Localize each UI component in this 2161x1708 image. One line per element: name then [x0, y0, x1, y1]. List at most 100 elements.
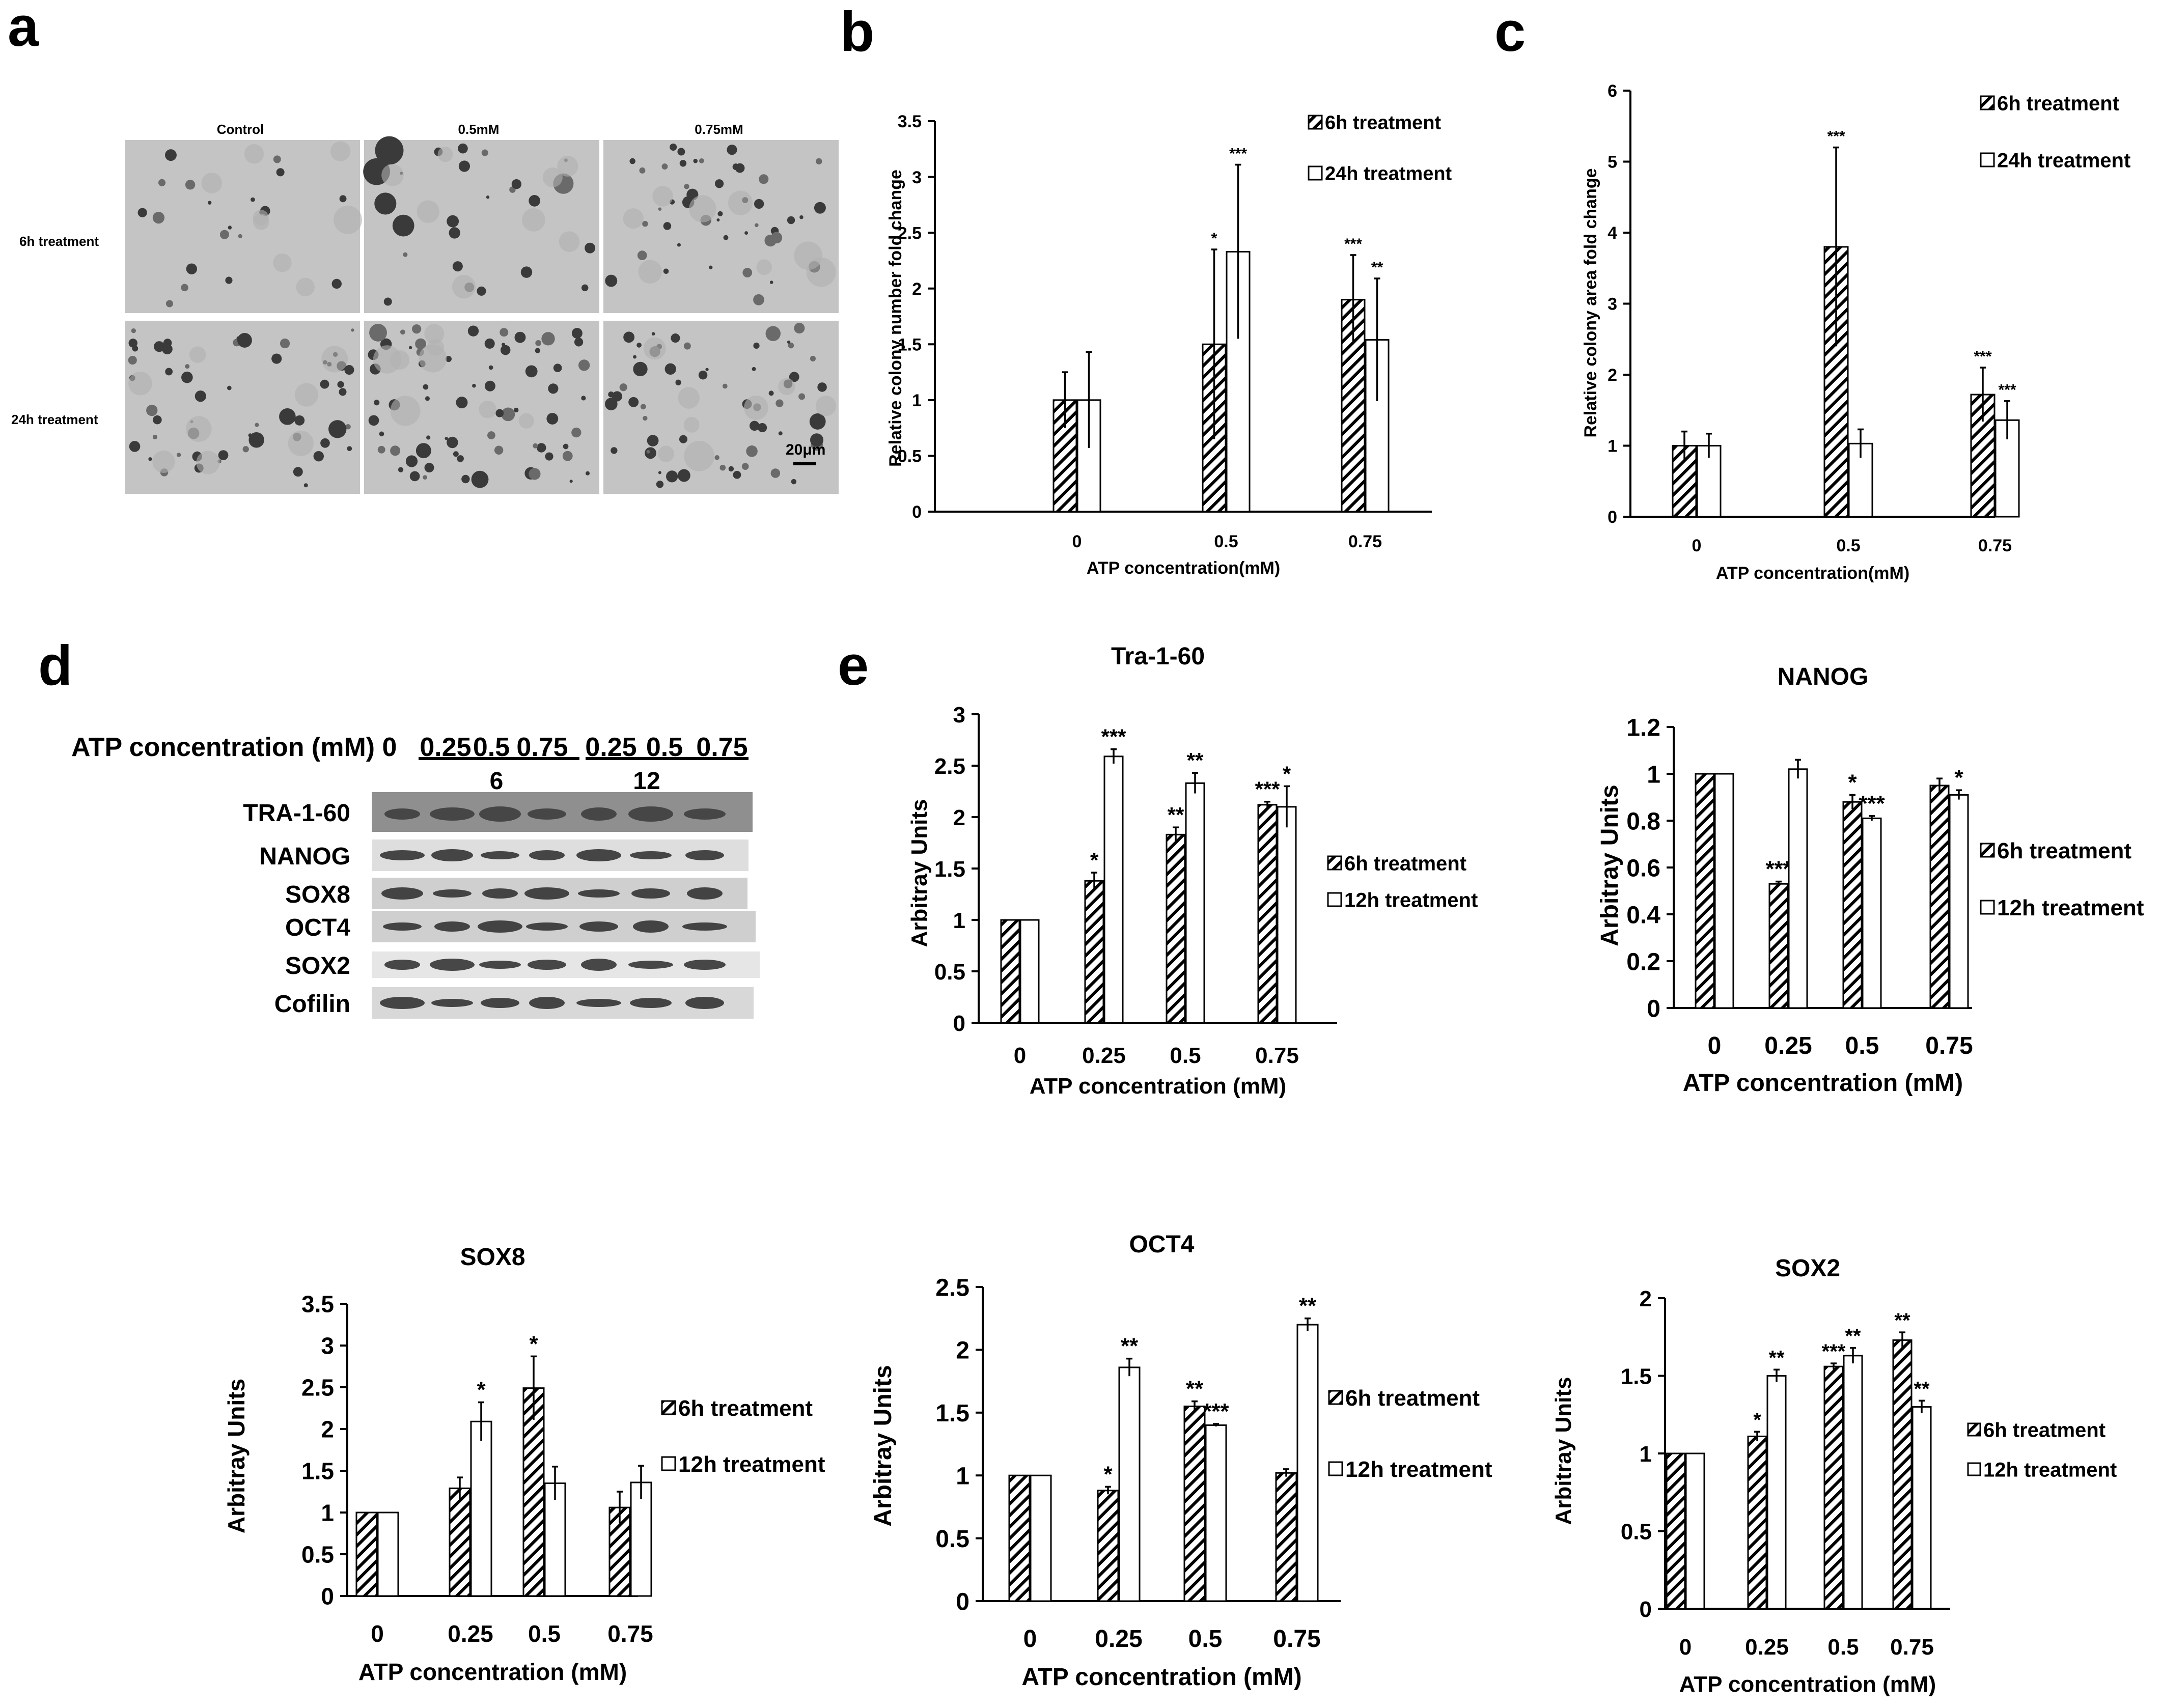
- colony: [472, 383, 476, 388]
- colony: [482, 483, 486, 487]
- colony: [753, 294, 764, 305]
- colony: [788, 342, 794, 349]
- y-tick-label: 1: [1647, 761, 1660, 788]
- blot-band: [479, 806, 521, 822]
- colony: [331, 278, 342, 289]
- colony: [637, 250, 647, 261]
- significance-label: ***: [1101, 725, 1126, 749]
- colony: [405, 455, 418, 467]
- bar-12h: [1296, 1324, 1319, 1602]
- colony: [514, 331, 526, 343]
- x-tick-label: 0: [1072, 532, 1082, 551]
- out-of-focus-colony: [381, 164, 404, 186]
- colony: [787, 340, 791, 344]
- x-axis-label: ATP concentration (mM): [1683, 1070, 1963, 1097]
- out-of-focus-colony: [185, 416, 212, 442]
- colony: [759, 174, 769, 184]
- colony: [629, 158, 635, 164]
- colony: [677, 243, 681, 247]
- colony: [500, 345, 511, 355]
- x-tick-label: 0: [1708, 1032, 1722, 1059]
- blot-band: [581, 959, 617, 971]
- colony: [643, 415, 648, 421]
- colony: [339, 388, 347, 396]
- colony: [279, 408, 296, 425]
- colony: [487, 431, 495, 439]
- colony: [248, 432, 264, 448]
- y-tick-label: 5: [1608, 153, 1617, 172]
- colony: [525, 365, 538, 378]
- blot-concentration: 0: [382, 733, 397, 762]
- out-of-focus-colony: [684, 441, 714, 471]
- legend-label: 6h treatment: [1997, 838, 2131, 863]
- blot-band: [384, 960, 420, 970]
- colony: [679, 160, 687, 167]
- significance-label: **: [1894, 1309, 1910, 1332]
- legend-label: 12h treatment: [1344, 889, 1478, 911]
- significance-label: *: [1211, 230, 1217, 247]
- blot-band: [579, 921, 618, 932]
- significance-label: *: [1090, 848, 1099, 872]
- x-tick-label: 0: [371, 1620, 384, 1647]
- bar-6h: [1929, 785, 1950, 1009]
- y-tick-label: 0.8: [1626, 808, 1660, 835]
- out-of-focus-colony: [623, 208, 644, 229]
- colony: [271, 353, 282, 364]
- colony: [789, 372, 799, 382]
- colony: [633, 361, 648, 377]
- significance-label: *: [1848, 770, 1857, 795]
- out-of-focus-colony: [559, 231, 580, 253]
- colony: [810, 433, 824, 447]
- panel-letter-c: c: [1494, 1, 1526, 63]
- bar-6h: [1341, 299, 1366, 513]
- out-of-focus-colony: [479, 401, 496, 418]
- colony: [165, 149, 177, 161]
- x-tick-label: 0: [1023, 1626, 1037, 1653]
- colony: [679, 435, 688, 443]
- micrograph-grid: [125, 136, 839, 494]
- blot-band: [431, 999, 473, 1007]
- colony: [383, 297, 392, 306]
- legend-label: 6h treatment: [1997, 92, 2119, 115]
- colony: [675, 379, 681, 386]
- significance-label: **: [1914, 1378, 1930, 1400]
- colony: [798, 393, 806, 400]
- significance-label: ***: [1765, 857, 1792, 882]
- colony: [753, 342, 760, 349]
- legend-swatch: [1980, 95, 1995, 110]
- y-tick-label: 1.5: [1621, 1364, 1652, 1389]
- colony: [456, 397, 468, 409]
- panel-letter-b: b: [840, 1, 874, 63]
- y-tick-label: 0: [321, 1583, 334, 1610]
- colony: [639, 167, 646, 174]
- colony: [548, 383, 559, 394]
- panel-d-western-blot: ATP concentration (mM) 0 0.25 0.5 0.75 0.25 0…: [71, 733, 760, 1019]
- colony: [501, 407, 515, 422]
- colony: [585, 471, 590, 475]
- x-tick-label: 0: [1692, 536, 1702, 555]
- colony: [608, 391, 614, 398]
- colony: [671, 333, 680, 343]
- colony: [541, 332, 555, 346]
- significance-label: ***: [1998, 382, 2016, 399]
- colony: [255, 423, 259, 427]
- y-tick-label: 3: [953, 703, 965, 727]
- colony: [162, 344, 173, 355]
- colony: [578, 359, 590, 371]
- x-tick-label: 0.5: [1188, 1626, 1223, 1653]
- colony: [458, 143, 468, 154]
- blot-band: [481, 998, 519, 1008]
- colony: [368, 415, 379, 426]
- panel-letter-e: e: [838, 634, 869, 697]
- out-of-focus-colony: [128, 371, 152, 396]
- y-axis-label: Arbitray Units: [1596, 785, 1623, 946]
- colony: [529, 195, 541, 207]
- significance-label: ***: [1229, 145, 1247, 162]
- legend-label: 6h treatment: [1344, 852, 1466, 875]
- out-of-focus-colony: [542, 167, 563, 188]
- bar-12h: [1205, 1424, 1227, 1602]
- y-tick-label: 6: [1608, 81, 1617, 101]
